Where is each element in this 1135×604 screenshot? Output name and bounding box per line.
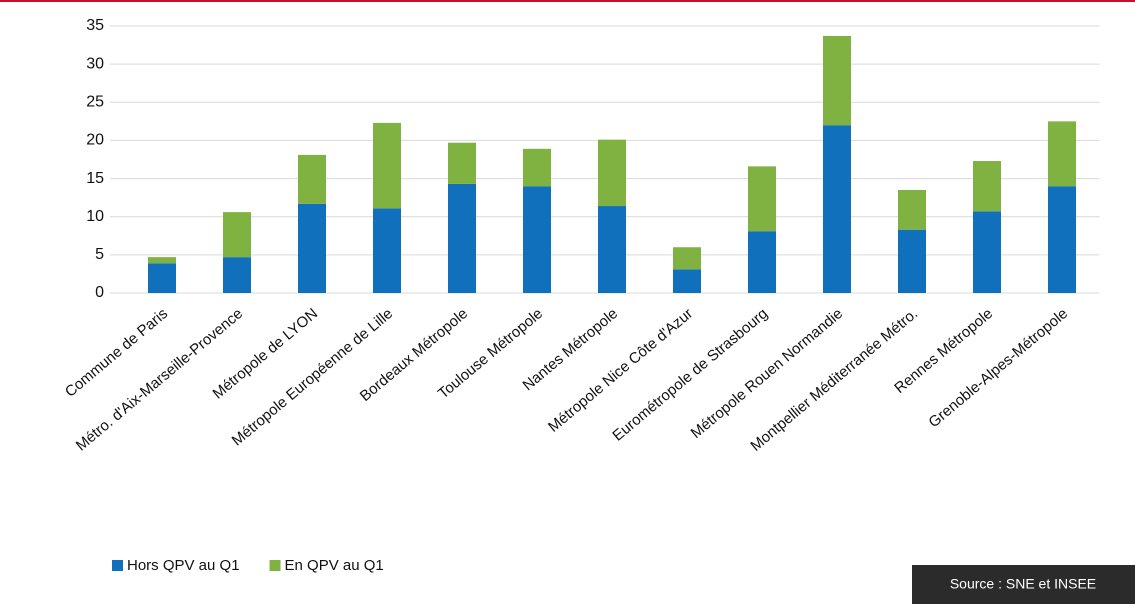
legend-label: Hors QPV au Q1 xyxy=(127,557,240,574)
bar-segment xyxy=(973,161,1001,212)
bar-segment xyxy=(598,206,626,293)
bar-segment xyxy=(973,211,1001,293)
bar-segment xyxy=(823,35,851,126)
bar-segment xyxy=(448,142,476,184)
legend-label: En QPV au Q1 xyxy=(285,557,384,574)
bar-segment xyxy=(673,269,701,293)
bar-segment xyxy=(223,212,251,258)
x-tick-label: Métropole Rouen Normandie xyxy=(688,305,846,442)
legend-swatch xyxy=(269,560,281,571)
bar-segment xyxy=(598,139,626,207)
bar-segment xyxy=(298,154,326,204)
y-tick-label: 35 xyxy=(86,17,104,34)
x-tick-label: Métropole Nice Côte d'Azur xyxy=(545,305,696,436)
bar-segment xyxy=(1048,121,1076,187)
bar-segment xyxy=(1048,186,1076,293)
y-tick-label: 5 xyxy=(95,246,104,263)
source: Source : SNE et INSEE xyxy=(950,576,1096,592)
bar-segment xyxy=(148,263,176,293)
y-tick-label: 25 xyxy=(86,94,104,111)
y-tick-label: 20 xyxy=(86,132,104,149)
bar-segment xyxy=(748,166,776,232)
y-tick-label: 0 xyxy=(95,284,104,301)
y-tick-label: 10 xyxy=(86,208,104,225)
bar-segment xyxy=(898,229,926,293)
bar-segment xyxy=(823,125,851,294)
bar-segment xyxy=(673,247,701,270)
bar-segment xyxy=(298,203,326,293)
x-tick-label: Eurométropole de Strasbourg xyxy=(609,305,771,445)
bar-segment xyxy=(148,257,176,264)
bar-segment xyxy=(373,208,401,293)
bar-segment xyxy=(223,257,251,293)
x-tick-label: Grenoble-Alpes-Métropole xyxy=(925,305,1071,431)
bar-segment xyxy=(523,148,551,187)
y-tick-label: 30 xyxy=(86,55,104,72)
x-tick-label: Métropole Européenne de Lille xyxy=(229,305,396,449)
legend-swatch xyxy=(112,560,123,571)
bar-segment xyxy=(373,122,401,209)
bar-segment xyxy=(523,186,551,293)
source-box xyxy=(912,565,1135,604)
top-rule xyxy=(0,0,1135,2)
bar-segment xyxy=(448,183,476,293)
bar-segment xyxy=(748,231,776,293)
bar-segment xyxy=(898,190,926,230)
y-tick-label: 15 xyxy=(86,170,104,187)
